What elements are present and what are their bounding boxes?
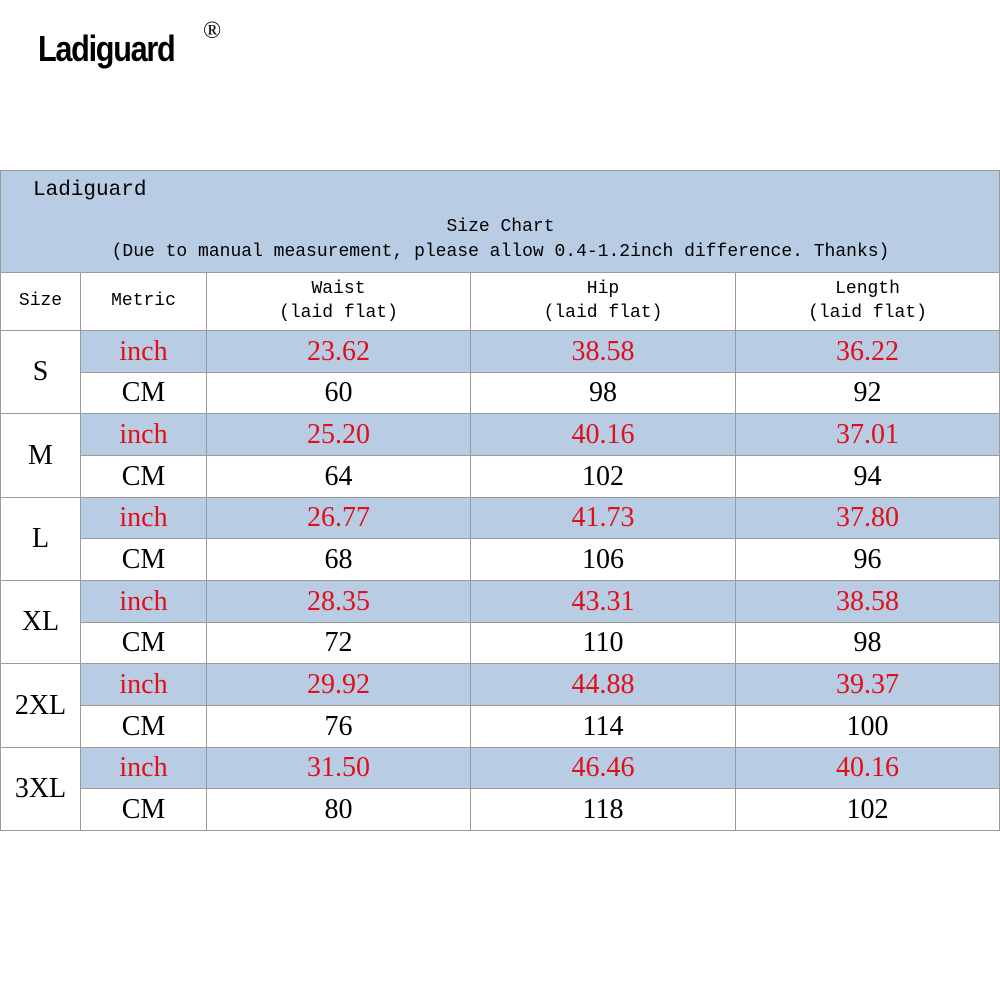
column-header: Metric: [81, 273, 207, 331]
table-header: [1, 171, 1000, 273]
metric-cell: inch: [81, 414, 207, 456]
value-cell: 98: [736, 622, 1000, 665]
column-name: Length: [835, 279, 900, 300]
value-cell: 36.22: [736, 331, 1000, 373]
value-cell: 25.20: [207, 414, 471, 456]
note: (Due to manual measurement, please allow…: [111, 242, 890, 262]
value-cell: 114: [471, 706, 736, 748]
metric-cell: inch: [81, 331, 207, 373]
size-table: Ladiguard Size Chart (Due to manual measur…: [0, 170, 1000, 831]
value-cell: 37.80: [736, 497, 1000, 540]
metric-cell: CM: [81, 372, 207, 415]
metric-cell: CM: [81, 622, 207, 665]
metric-cell: inch: [81, 581, 207, 623]
size-cell: XL: [1, 581, 81, 665]
value-cell: 38.58: [736, 581, 1000, 623]
column-name: Size: [18, 291, 63, 312]
value-cell: 39.37: [736, 664, 1000, 706]
brand: Ladiguard: [33, 179, 147, 202]
column-header: Waist (laid flat): [207, 273, 471, 331]
value-cell: 118: [471, 789, 736, 831]
size-cell: 3XL: [1, 747, 81, 831]
value-cell: 102: [471, 456, 736, 498]
value-cell: 23.62: [207, 331, 471, 373]
column-header: Length (laid flat): [736, 273, 1000, 331]
column-sub: (laid flat): [543, 303, 663, 323]
column-name: Metric: [111, 291, 176, 312]
value-cell: 38.58: [471, 331, 736, 373]
value-cell: 44.88: [471, 664, 736, 706]
value-cell: 102: [736, 789, 1000, 831]
value-cell: 40.16: [471, 414, 736, 456]
metric-cell: inch: [81, 497, 207, 540]
title: Size Chart: [446, 217, 555, 237]
value-cell: 80: [207, 789, 471, 831]
size-cell: M: [1, 414, 81, 498]
metric-cell: inch: [81, 664, 207, 706]
size-cell: L: [1, 497, 81, 581]
column-name: Hip: [586, 279, 620, 300]
value-cell: 92: [736, 372, 1000, 415]
column-sub: (laid flat): [808, 303, 927, 323]
value-cell: 46.46: [471, 747, 736, 790]
value-cell: 76: [207, 706, 471, 748]
value-cell: 43.31: [471, 581, 736, 623]
metric-cell: CM: [81, 706, 207, 748]
value-cell: 31.50: [207, 747, 471, 790]
value-cell: 106: [471, 539, 736, 581]
value-cell: 94: [736, 456, 1000, 498]
column-header: Size: [1, 273, 81, 331]
metric-cell: inch: [81, 747, 207, 790]
value-cell: 96: [736, 539, 1000, 581]
column-header: Hip (laid flat): [471, 273, 736, 331]
value-cell: 68: [207, 539, 471, 581]
value-cell: 110: [471, 622, 736, 665]
value-cell: 72: [207, 622, 471, 665]
metric-cell: CM: [81, 539, 207, 581]
column-name: Waist: [311, 279, 366, 300]
metric-cell: CM: [81, 456, 207, 498]
value-cell: 37.01: [736, 414, 1000, 456]
column-sub: (laid flat): [279, 303, 398, 323]
value-cell: 28.35: [207, 581, 471, 623]
logo-mark: ®: [203, 18, 222, 44]
value-cell: 98: [471, 372, 736, 415]
metric-cell: CM: [81, 789, 207, 831]
value-cell: 29.92: [207, 664, 471, 706]
value-cell: 41.73: [471, 497, 736, 540]
size-cell: 2XL: [1, 664, 81, 748]
value-cell: 40.16: [736, 747, 1000, 790]
size-cell: S: [1, 331, 81, 415]
value-cell: 60: [207, 372, 471, 415]
value-cell: 100: [736, 706, 1000, 748]
logo-name: Ladiguard: [38, 28, 176, 69]
value-cell: 26.77: [207, 497, 471, 540]
value-cell: 64: [207, 456, 471, 498]
